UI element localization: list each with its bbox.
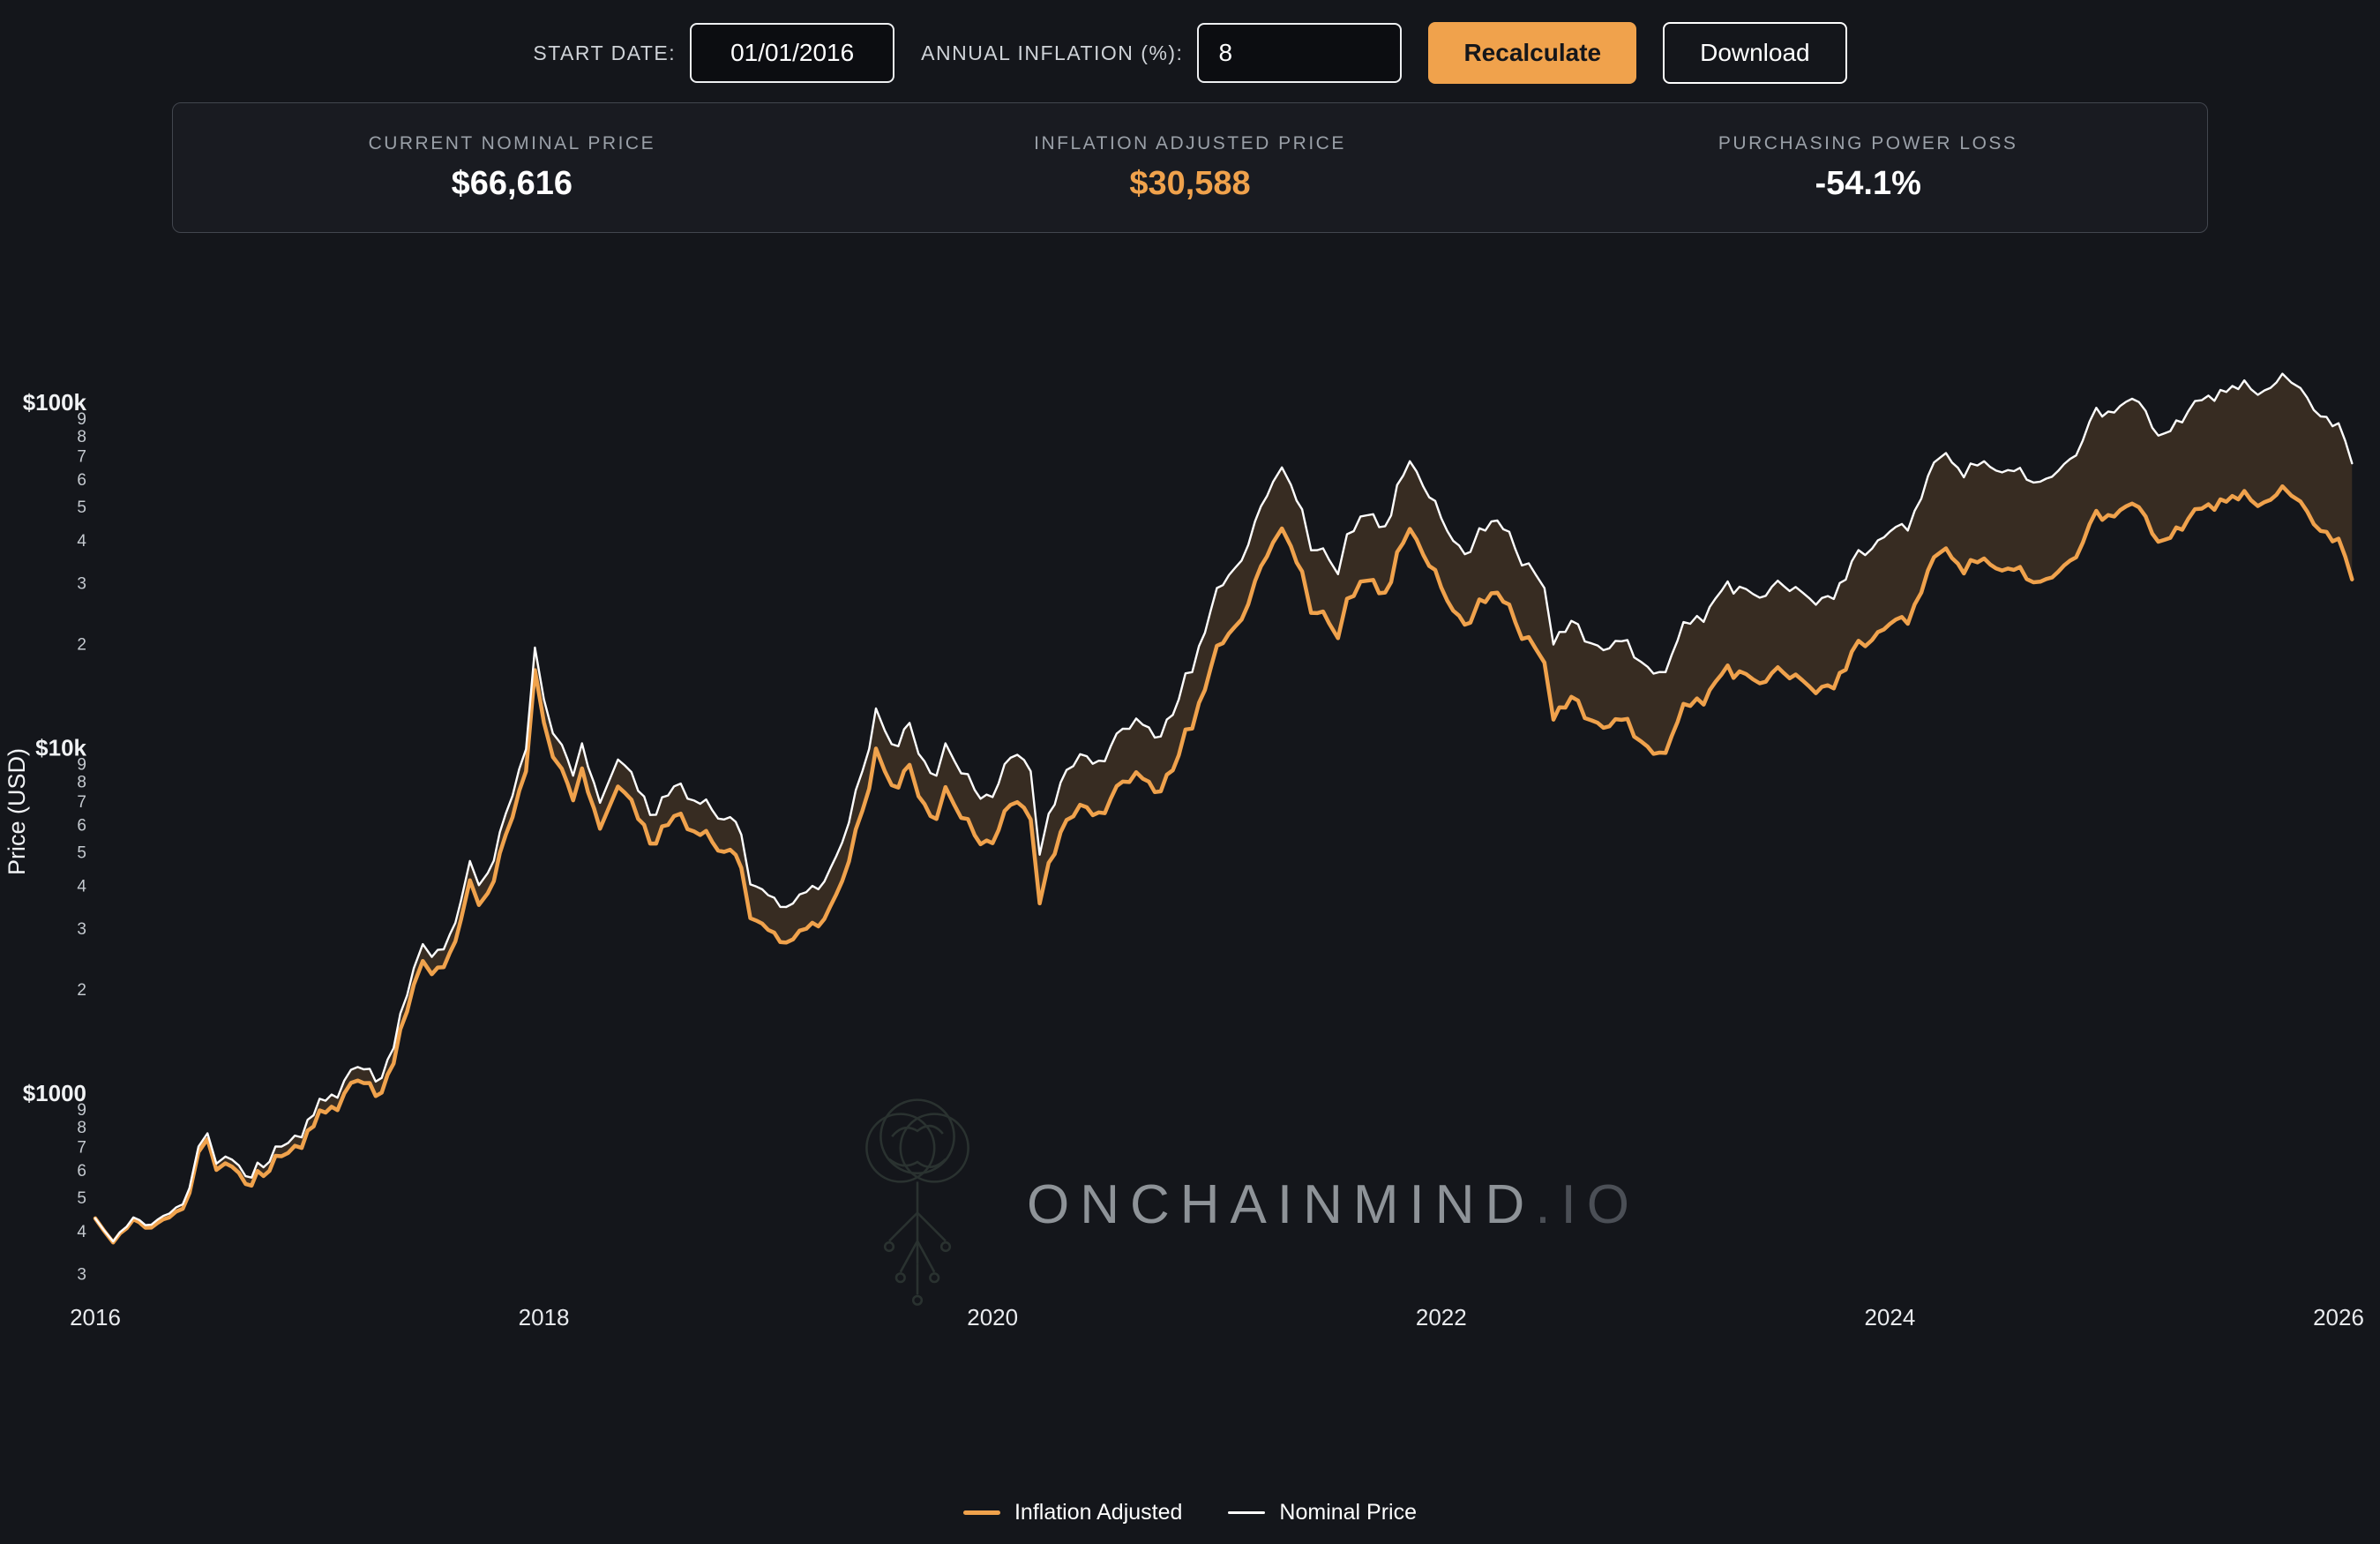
price-chart[interactable]: $100k98765432$10k98765432$10009876543Pri… — [0, 318, 2380, 1350]
x-tick-label: 2024 — [1864, 1304, 1915, 1330]
y-tick-label: $100k — [23, 389, 87, 416]
y-tick-label: 9 — [77, 755, 86, 774]
y-tick-label: 3 — [77, 1266, 86, 1285]
toolbar: START DATE: ANNUAL INFLATION (%): Recalc… — [0, 0, 2380, 85]
legend-swatch-inflation-adjusted — [962, 1510, 1000, 1515]
y-tick-label: 2 — [77, 981, 86, 1000]
inflation-group: ANNUAL INFLATION (%): — [921, 23, 1403, 83]
x-tick-label: 2022 — [1416, 1304, 1467, 1330]
y-tick-label: 4 — [77, 532, 86, 551]
legend-item-inflation-adjusted[interactable]: Inflation Adjusted — [962, 1500, 1183, 1525]
y-tick-label: 9 — [77, 410, 86, 429]
y-tick-label: $10k — [35, 735, 86, 761]
legend-item-nominal-price[interactable]: Nominal Price — [1228, 1500, 1417, 1525]
y-axis-label: Price (USD) — [4, 748, 30, 875]
start-date-input[interactable] — [690, 23, 895, 83]
y-tick-label: 8 — [77, 773, 86, 791]
stat-label: CURRENT NOMINAL PRICE — [368, 132, 656, 154]
y-tick-label: 7 — [77, 448, 86, 467]
y-tick-label: 3 — [77, 920, 86, 939]
recalculate-button[interactable]: Recalculate — [1428, 22, 1637, 84]
y-tick-label: 5 — [77, 843, 86, 862]
inflation-adjusted-line — [93, 483, 2354, 1245]
legend-label: Inflation Adjusted — [1014, 1500, 1183, 1525]
y-tick-label: 6 — [77, 1162, 86, 1180]
chart-legend: Inflation Adjusted Nominal Price — [0, 1500, 2380, 1525]
stat-label: INFLATION ADJUSTED PRICE — [1034, 132, 1346, 154]
nominal-price-line — [94, 372, 2354, 1243]
stat-current-nominal-price: CURRENT NOMINAL PRICE $66,616 — [173, 103, 851, 232]
stat-inflation-adjusted-price: INFLATION ADJUSTED PRICE $30,588 — [851, 103, 1530, 232]
y-tick-label: 9 — [77, 1101, 86, 1120]
inflation-label: ANNUAL INFLATION (%): — [921, 41, 1184, 64]
x-tick-label: 2016 — [70, 1304, 121, 1330]
legend-swatch-nominal-price — [1228, 1511, 1266, 1514]
y-tick-label: 4 — [77, 1223, 86, 1241]
x-tick-label: 2020 — [967, 1304, 1018, 1330]
chart-area: ONCHAINMIND.IO $100k 9 8 7 6 5 4 3 2 $10k 9 8 7 6 5 4 3 2… — [0, 318, 2380, 1350]
y-tick-label: 6 — [77, 816, 86, 835]
brain-watermark-icon — [865, 1098, 969, 1306]
y-tick-label: 7 — [77, 1139, 86, 1158]
fill-between-area — [95, 373, 2353, 1243]
y-tick-label: 8 — [77, 1119, 86, 1137]
start-date-group: START DATE: — [533, 23, 895, 83]
y-tick-label: 5 — [77, 498, 86, 517]
stat-value: -54.1% — [1815, 164, 1921, 202]
stat-value: $30,588 — [1129, 164, 1251, 202]
download-button[interactable]: Download — [1663, 22, 1847, 84]
y-tick-label: 8 — [77, 428, 86, 446]
y-tick-label: 3 — [77, 575, 86, 594]
watermark-suffix: .IO — [1535, 1173, 1641, 1235]
stats-panel: CURRENT NOMINAL PRICE $66,616 INFLATION … — [172, 102, 2208, 233]
y-tick-label: 4 — [77, 877, 86, 896]
watermark: ONCHAINMIND.IO — [847, 1094, 1640, 1315]
stat-purchasing-power-loss: PURCHASING POWER LOSS -54.1% — [1529, 103, 2207, 232]
y-tick-label: 6 — [77, 471, 86, 490]
stat-value: $66,616 — [451, 164, 573, 202]
y-tick-label: 2 — [77, 636, 86, 655]
watermark-text: ONCHAINMIND.IO — [1027, 1173, 1640, 1236]
start-date-label: START DATE: — [533, 41, 677, 64]
x-tick-label: 2026 — [2313, 1304, 2364, 1330]
inflation-input[interactable] — [1197, 23, 1403, 83]
y-tick-label: 7 — [77, 793, 86, 812]
watermark-main: ONCHAINMIND — [1027, 1173, 1536, 1235]
y-tick-label: $1000 — [23, 1080, 86, 1106]
legend-label: Nominal Price — [1279, 1500, 1418, 1525]
stat-label: PURCHASING POWER LOSS — [1718, 132, 2018, 154]
x-tick-label: 2018 — [519, 1304, 570, 1330]
y-tick-label: 5 — [77, 1189, 86, 1208]
